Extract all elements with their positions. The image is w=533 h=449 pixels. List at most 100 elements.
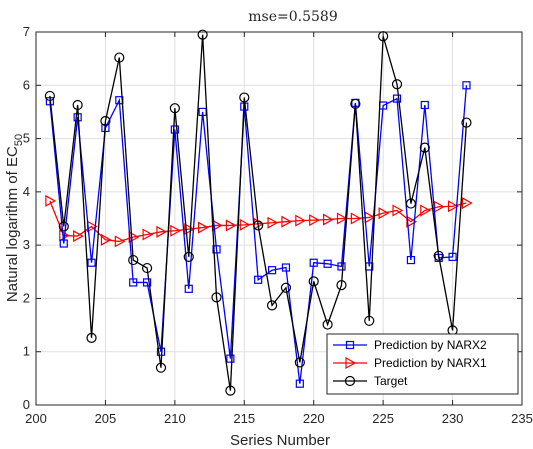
series-0 bbox=[45, 81, 471, 388]
legend-entry: Prediction by NARX2 bbox=[333, 338, 487, 352]
data-point bbox=[156, 225, 168, 238]
x-tick-label: 210 bbox=[164, 411, 186, 426]
y-tick-label: 1 bbox=[23, 344, 30, 359]
x-axis-label: Series Number bbox=[230, 432, 330, 449]
data-point bbox=[337, 262, 346, 271]
legend-box bbox=[326, 333, 519, 395]
x-tick-label: 215 bbox=[233, 411, 255, 426]
x-tick-label: 220 bbox=[303, 411, 325, 426]
plot-frame bbox=[35, 31, 523, 406]
data-point bbox=[198, 221, 209, 234]
legend-marker bbox=[344, 375, 356, 387]
legend: Prediction by NARX2 Prediction by NARX1 Ta… bbox=[326, 333, 519, 395]
data-point bbox=[461, 197, 473, 210]
data-point bbox=[323, 213, 334, 226]
data-point bbox=[419, 142, 430, 153]
x-tick-label: 205 bbox=[95, 411, 117, 426]
series-line bbox=[49, 34, 468, 391]
data-point bbox=[350, 98, 361, 110]
legend-marker bbox=[345, 340, 355, 350]
data-point bbox=[364, 315, 375, 326]
data-point bbox=[323, 259, 332, 268]
data-point bbox=[226, 354, 235, 363]
data-point bbox=[73, 230, 84, 243]
data-point bbox=[308, 276, 319, 287]
data-point bbox=[378, 31, 389, 42]
x-tick-label: 200 bbox=[25, 411, 47, 426]
data-point bbox=[281, 215, 293, 228]
data-point bbox=[142, 228, 154, 241]
data-point bbox=[294, 357, 305, 368]
data-point bbox=[280, 282, 292, 293]
axes: 200 205 210 215 220 225 230 235 0 1 2 3 4 5 6 7 bbox=[23, 24, 533, 426]
data-point bbox=[114, 52, 125, 63]
legend-label: Target bbox=[374, 374, 408, 388]
data-point bbox=[239, 92, 250, 103]
data-point bbox=[225, 219, 237, 232]
data-point bbox=[129, 278, 138, 287]
data-point bbox=[239, 218, 251, 231]
data-point bbox=[448, 252, 457, 261]
data-point bbox=[141, 262, 153, 274]
data-point bbox=[420, 204, 432, 217]
chart-title: mse=0.5589 bbox=[248, 9, 337, 25]
data-point bbox=[309, 258, 318, 267]
y-tick-label: 4 bbox=[23, 184, 30, 199]
data-point bbox=[461, 117, 472, 128]
y-tick-label: 3 bbox=[23, 237, 30, 252]
data-point bbox=[170, 224, 182, 237]
data-point bbox=[142, 278, 152, 287]
data-point bbox=[281, 263, 291, 272]
x-tick-label: 225 bbox=[372, 411, 394, 426]
data-point bbox=[58, 221, 69, 232]
data-point bbox=[350, 212, 362, 225]
data-point bbox=[114, 235, 126, 248]
data-point bbox=[433, 250, 444, 261]
data-point bbox=[267, 216, 279, 229]
data-point bbox=[72, 99, 83, 111]
data-point bbox=[406, 215, 418, 228]
y-tick-label: 0 bbox=[23, 397, 30, 412]
data-point bbox=[336, 280, 347, 291]
y-tick-label: 5 bbox=[23, 131, 30, 146]
y-axis-label: Natural logarithm of EC50 bbox=[4, 134, 25, 302]
data-point bbox=[87, 258, 96, 267]
legend-entry: Target bbox=[333, 374, 408, 388]
data-point bbox=[254, 275, 263, 284]
data-point bbox=[183, 251, 194, 262]
data-point bbox=[45, 194, 57, 207]
legend-label: Prediction by NARX1 bbox=[374, 356, 487, 370]
y-axis-label-subscript: 50 bbox=[13, 134, 25, 146]
data-point bbox=[295, 379, 304, 388]
y-tick-label: 7 bbox=[23, 24, 30, 39]
data-point bbox=[225, 385, 236, 396]
x-tick-label: 230 bbox=[442, 411, 464, 426]
data-point bbox=[420, 100, 429, 110]
x-tick-label: 235 bbox=[511, 411, 533, 426]
data-point bbox=[197, 29, 208, 40]
data-point bbox=[392, 94, 402, 103]
y-axis-label-main: Natural logarithm of EC bbox=[4, 146, 21, 302]
data-point bbox=[447, 200, 459, 213]
data-point bbox=[169, 103, 180, 114]
legend-entry: Prediction by NARX1 bbox=[333, 356, 487, 370]
data-point bbox=[336, 212, 348, 225]
data-point bbox=[405, 198, 417, 209]
data-point bbox=[266, 300, 278, 311]
data-point bbox=[44, 90, 55, 102]
series-2 bbox=[44, 29, 472, 396]
y-tick-label: 2 bbox=[23, 290, 30, 305]
data-point bbox=[322, 319, 333, 330]
data-point bbox=[462, 81, 471, 90]
data-point bbox=[212, 245, 221, 254]
data-point bbox=[267, 266, 277, 275]
legend-label: Prediction by NARX2 bbox=[374, 338, 487, 352]
data-point bbox=[184, 284, 193, 293]
data-point bbox=[100, 233, 112, 246]
data-point bbox=[100, 115, 111, 127]
data-point bbox=[309, 214, 320, 227]
data-point bbox=[86, 332, 97, 343]
data-point bbox=[184, 223, 195, 236]
data-point bbox=[295, 214, 307, 227]
